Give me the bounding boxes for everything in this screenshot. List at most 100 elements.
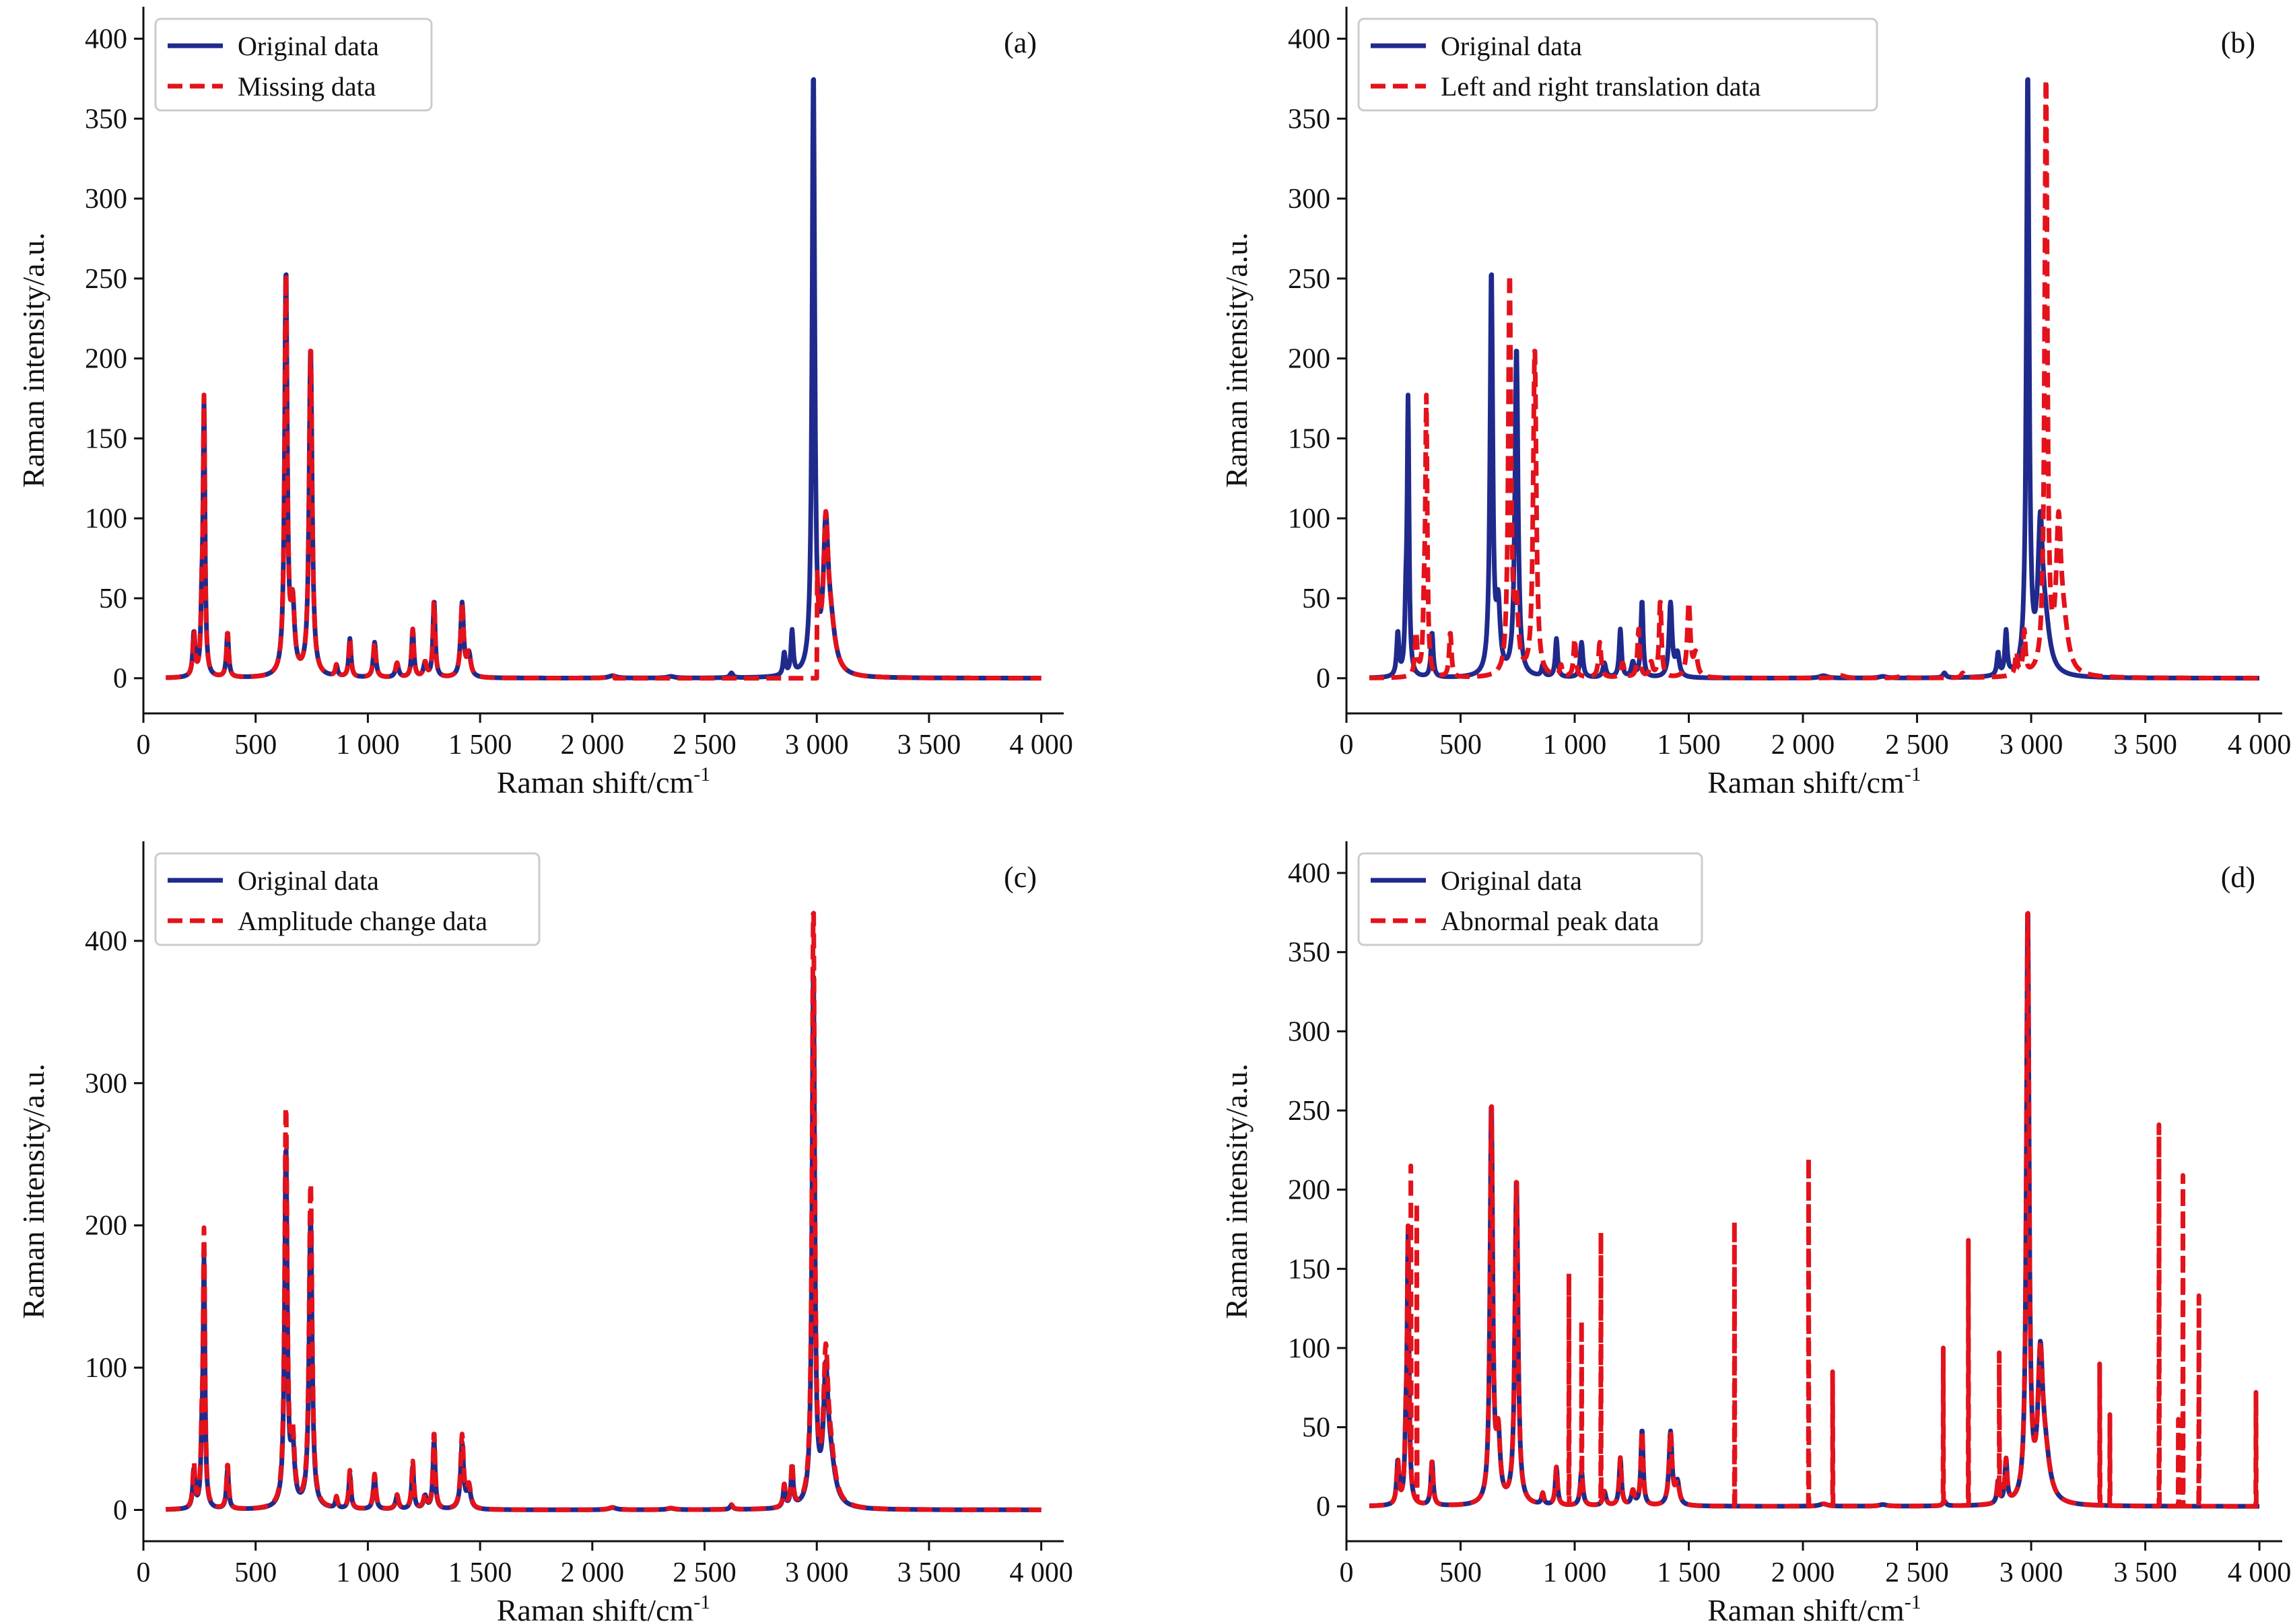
x-tick-label-a: 2 000 [561, 730, 625, 761]
x-tick-label-c: 2 000 [561, 1557, 625, 1588]
series-line-b-original [1367, 77, 2261, 681]
legend-a: Original data Missing data [154, 17, 433, 112]
x-tick-label-a: 1 000 [336, 730, 400, 761]
y-tick-label-a: 350 [85, 104, 127, 135]
series-line-c-modified [164, 911, 1043, 1512]
x-tick-label-a: 0 [137, 730, 151, 761]
y-tick-label-c: 200 [85, 1211, 127, 1242]
y-tick-label-b: 150 [1288, 423, 1330, 454]
y-tick-label-b: 350 [1288, 104, 1330, 135]
series-line-a-original [164, 77, 1043, 681]
x-tick-label-a: 3 500 [897, 730, 961, 761]
x-tick-label-d: 0 [1340, 1557, 1354, 1588]
x-tick-label-a: 2 500 [673, 730, 737, 761]
y-tick-label-d: 0 [1316, 1491, 1330, 1522]
y-tick-label-b: 200 [1288, 344, 1330, 375]
series-line-d-original [1367, 911, 2261, 1509]
x-tick-label-b: 3 500 [2113, 730, 2177, 761]
y-tick-label-d: 150 [1288, 1254, 1330, 1285]
y-tick-label-b: 300 [1288, 184, 1330, 215]
legend-label-a-1: Missing data [238, 71, 376, 102]
x-axis-label-d: Raman shift/cm-1 [1707, 1591, 1921, 1624]
y-tick-label-c: 0 [113, 1495, 127, 1526]
y-tick-label-d: 300 [1288, 1016, 1330, 1047]
legend-label-b-1: Left and right translation data [1441, 71, 1761, 102]
legend-label-d-1: Abnormal peak data [1441, 906, 1659, 936]
x-tick-label-d: 3 000 [1999, 1557, 2063, 1588]
x-tick-label-d: 3 500 [2113, 1557, 2177, 1588]
panel-c: 0 500 1 000 1 500 2 000 2 500 3 000 3 500 4 000 0… [16, 841, 1073, 1624]
x-tick-label-d: 500 [1439, 1557, 1482, 1588]
y-tick-label-d: 400 [1288, 858, 1330, 889]
y-tick-label-a: 150 [85, 423, 127, 454]
x-tick-label-b: 4 000 [2228, 730, 2292, 761]
x-tick-label-b: 0 [1340, 730, 1354, 761]
x-tick-label-b: 2 500 [1885, 730, 1949, 761]
y-tick-label-b: 0 [1316, 664, 1330, 695]
x-tick-label-d: 1 000 [1543, 1557, 1607, 1588]
y-tick-label-b: 50 [1302, 584, 1330, 614]
series-line-c-original [164, 975, 1043, 1512]
y-axis-label-d: Raman intensity/a.u. [1219, 1063, 1254, 1318]
legend-box-c [154, 852, 541, 946]
y-tick-label-a: 250 [85, 264, 127, 295]
x-tick-label-d: 4 000 [2228, 1557, 2292, 1588]
series-line-d-modified [1367, 911, 2261, 1509]
x-tick-label-d: 2 500 [1885, 1557, 1949, 1588]
y-axis-label-b: Raman intensity/a.u. [1219, 232, 1254, 487]
legend-c: Original data Amplitude change data [154, 852, 541, 946]
x-tick-label-a: 3 000 [785, 730, 849, 761]
legend-label-a-0: Original data [238, 31, 379, 61]
y-axis-label-c: Raman intensity/a.u. [16, 1063, 50, 1318]
x-axis-label-c: Raman shift/cm-1 [497, 1591, 711, 1624]
y-tick-label-c: 400 [85, 926, 127, 957]
y-tick-label-d: 350 [1288, 938, 1330, 968]
y-tick-label-a: 100 [85, 503, 127, 534]
legend-d: Original data Abnormal peak data [1357, 852, 1703, 946]
x-tick-label-b: 500 [1439, 730, 1482, 761]
y-tick-label-a: 50 [99, 584, 127, 614]
y-axis-label-a: Raman intensity/a.u. [16, 232, 50, 487]
y-tick-label-a: 300 [85, 184, 127, 215]
y-tick-label-c: 300 [85, 1068, 127, 1099]
x-tick-label-c: 500 [234, 1557, 277, 1588]
y-tick-label-c: 100 [85, 1353, 127, 1384]
y-tick-label-d: 100 [1288, 1333, 1330, 1364]
legend-label-c-0: Original data [238, 866, 379, 896]
x-axis-label-b: Raman shift/cm-1 [1707, 763, 1921, 800]
x-tick-label-d: 1 500 [1657, 1557, 1721, 1588]
legend-label-c-1: Amplitude change data [238, 906, 487, 936]
legend-label-d-0: Original data [1441, 866, 1582, 896]
legend-box-a [154, 17, 433, 112]
y-tick-label-d: 200 [1288, 1175, 1330, 1206]
legend-b: Original data Left and right translation … [1357, 17, 1878, 112]
panel-label-c: (c) [1004, 861, 1037, 894]
panel-label-d: (d) [2221, 861, 2255, 894]
x-tick-label-c: 0 [137, 1557, 151, 1588]
y-tick-label-d: 250 [1288, 1096, 1330, 1127]
y-tick-label-d: 50 [1302, 1413, 1330, 1444]
panel-a: 0 500 1 000 1 500 2 000 2 500 3 000 3 500 4 000 0… [16, 7, 1073, 800]
panel-d: 0 500 1 000 1 500 2 000 2 500 3 000 3 500 4 000 0… [1219, 841, 2291, 1624]
legend-box-b [1357, 17, 1878, 112]
x-tick-label-c: 1 000 [336, 1557, 400, 1588]
x-tick-label-c: 3 000 [785, 1557, 849, 1588]
x-tick-label-b: 3 000 [1999, 730, 2063, 761]
y-tick-label-a: 400 [85, 24, 127, 55]
x-tick-label-c: 3 500 [897, 1557, 961, 1588]
panel-label-a: (a) [1004, 26, 1037, 59]
x-tick-label-c: 1 500 [448, 1557, 512, 1588]
y-tick-label-a: 200 [85, 344, 127, 375]
y-tick-label-b: 100 [1288, 503, 1330, 534]
series-line-b-modified [1367, 77, 2261, 681]
legend-box-d [1357, 852, 1703, 946]
y-tick-label-b: 400 [1288, 24, 1330, 55]
x-tick-label-a: 4 000 [1009, 730, 1073, 761]
x-axis-label-a: Raman shift/cm-1 [497, 763, 711, 800]
y-tick-label-a: 0 [113, 664, 127, 695]
x-tick-label-c: 4 000 [1009, 1557, 1073, 1588]
y-tick-label-b: 250 [1288, 264, 1330, 295]
legend-label-b-0: Original data [1441, 31, 1582, 61]
x-tick-label-a: 500 [234, 730, 277, 761]
